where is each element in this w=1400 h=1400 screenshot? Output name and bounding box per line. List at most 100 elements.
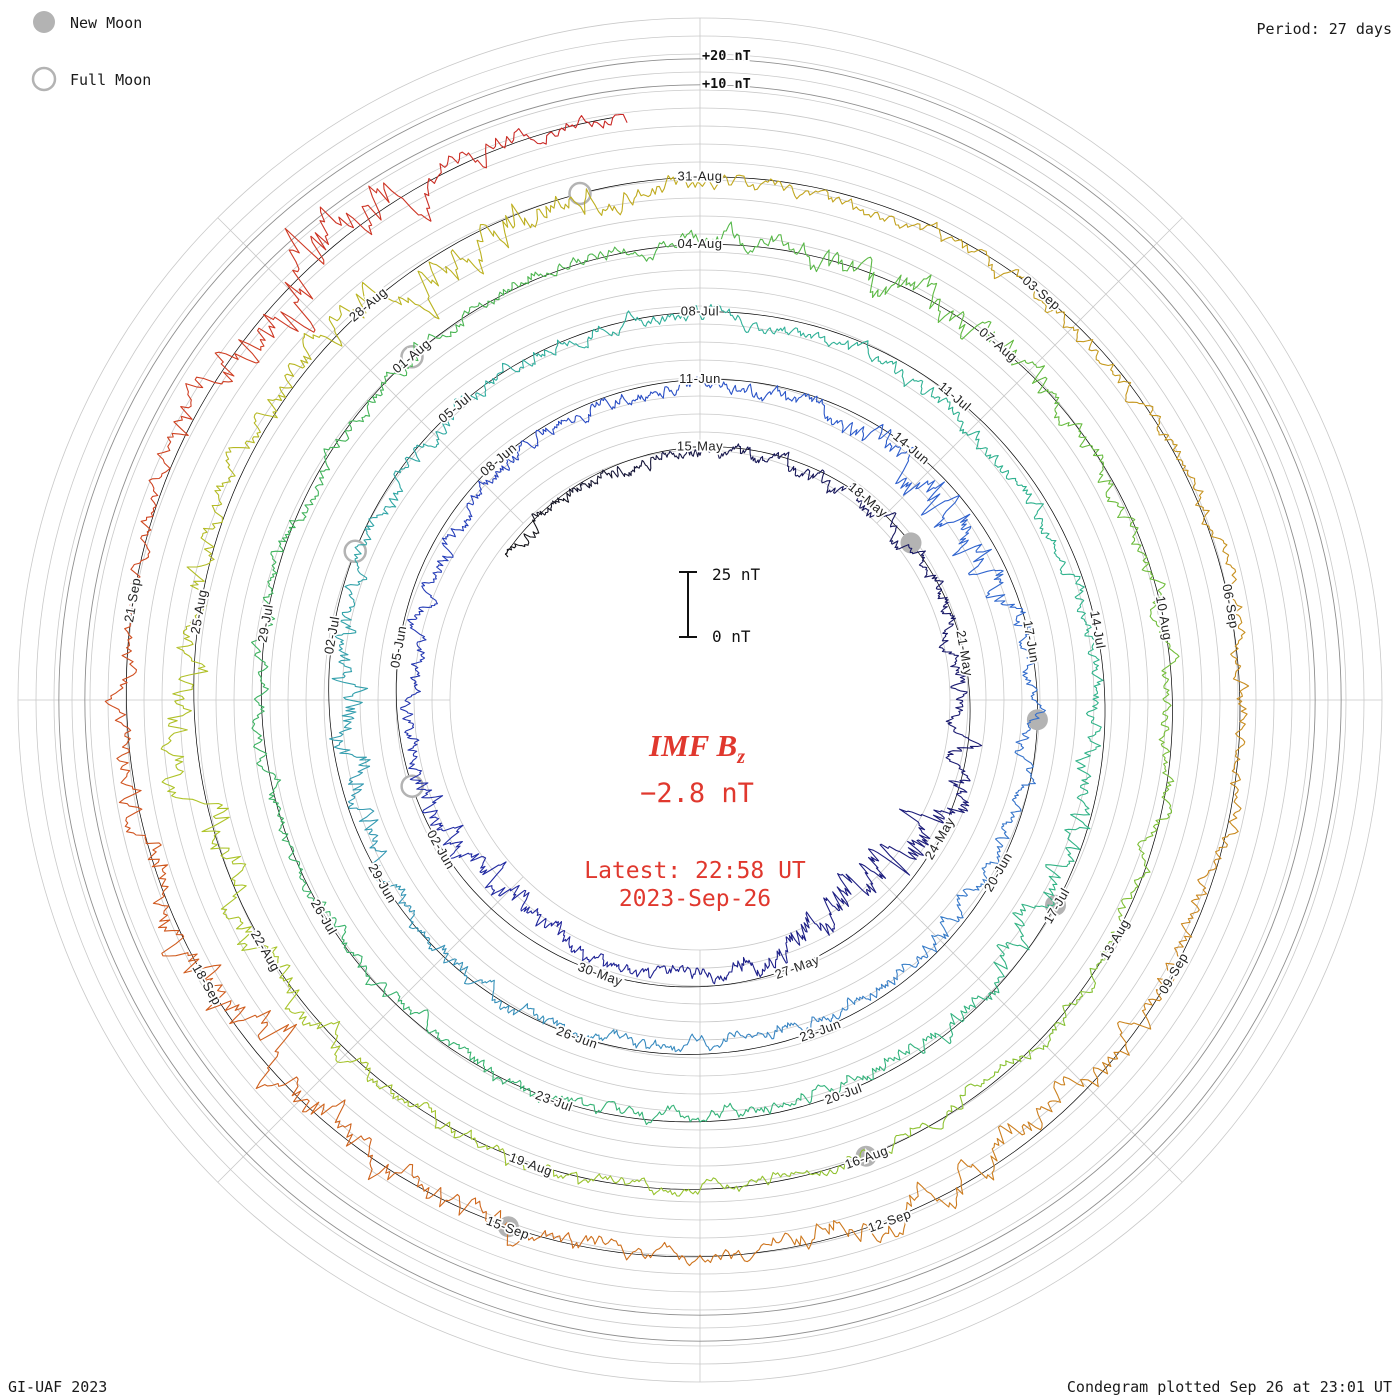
period-label: Period: 27 days bbox=[1257, 20, 1392, 38]
bz-trace-segment bbox=[921, 779, 971, 824]
date-label: 31-Aug bbox=[678, 169, 723, 184]
bz-trace-segment bbox=[1117, 946, 1182, 1030]
bz-trace-segment bbox=[800, 1149, 889, 1177]
date-label: 22-Aug bbox=[248, 928, 283, 974]
center-title-sub: z bbox=[736, 746, 745, 768]
date-label: 29-Jul bbox=[255, 603, 276, 643]
bz-trace-segment bbox=[1130, 816, 1170, 899]
date-label: 13-Aug bbox=[1097, 916, 1132, 962]
scale-bar bbox=[679, 571, 697, 638]
bz-trace-segment bbox=[823, 873, 870, 927]
axis-plus20-label: +20 nT bbox=[702, 48, 751, 64]
bz-trace-segment bbox=[511, 889, 553, 929]
bz-trace-segment bbox=[945, 726, 983, 782]
bz-trace-segment bbox=[407, 608, 427, 664]
legend: New Moon Full Moon bbox=[31, 11, 151, 92]
date-label: 10-Aug bbox=[1153, 595, 1176, 642]
bz-trace-segment bbox=[574, 1097, 651, 1126]
bz-trace-segment bbox=[1097, 479, 1146, 556]
bz-trace-segment bbox=[699, 174, 796, 197]
date-label: 29-Jun bbox=[365, 861, 399, 906]
date-label: 11-Jul bbox=[936, 379, 974, 415]
date-label: 04-Aug bbox=[678, 236, 723, 251]
bz-trace-segment bbox=[585, 1235, 688, 1264]
bz-trace-segment bbox=[738, 1022, 804, 1040]
date-label: 03-Sep bbox=[1020, 273, 1064, 313]
bz-trace-segment bbox=[956, 865, 990, 923]
bz-trace-segment bbox=[491, 983, 550, 1025]
bz-trace-segment bbox=[257, 227, 325, 341]
bz-trace-segment bbox=[339, 270, 440, 320]
bz-trace-segment bbox=[870, 356, 935, 397]
bz-trace-segment bbox=[794, 189, 890, 222]
date-label: 11-Jun bbox=[679, 371, 721, 386]
bz-trace-segment bbox=[788, 465, 831, 494]
date-label: 12-Sep bbox=[866, 1206, 913, 1235]
bz-trace-segment bbox=[288, 448, 331, 525]
bz-trace-segment bbox=[888, 808, 931, 860]
credit-label: GI-UAF 2023 bbox=[8, 1378, 107, 1396]
bz-trace-segment bbox=[416, 395, 470, 448]
bz-trace-segment bbox=[999, 339, 1060, 410]
full-moon-marker bbox=[343, 539, 367, 564]
bz-trace-segment bbox=[448, 1121, 530, 1171]
bz-trace-segment bbox=[888, 215, 982, 254]
date-label: 17-Jun bbox=[1020, 619, 1042, 664]
date-label: 06-Sep bbox=[1219, 583, 1242, 630]
bz-trace-segment bbox=[1160, 639, 1180, 728]
bz-trace-segment bbox=[931, 396, 981, 450]
bz-trace-segment bbox=[952, 519, 1001, 576]
bz-trace-segment bbox=[591, 953, 644, 978]
bz-trace-segment bbox=[531, 491, 571, 522]
bz-trace-segment bbox=[1084, 630, 1104, 705]
bz-trace-segment bbox=[787, 1220, 896, 1250]
bz-trace-segment bbox=[747, 446, 790, 472]
new-moon-marker bbox=[1045, 894, 1066, 916]
bz-trace-segment bbox=[116, 733, 146, 839]
date-label: 23-Jul bbox=[533, 1087, 574, 1114]
bz-trace-segment bbox=[468, 359, 533, 401]
date-label: 27-May bbox=[773, 952, 822, 982]
bz-trace-segment bbox=[606, 174, 701, 216]
bz-trace bbox=[104, 113, 1250, 1267]
center-latest-time: Latest: 22:58 UT bbox=[584, 858, 806, 884]
bz-trace-segment bbox=[621, 1177, 712, 1197]
bz-trace-segment bbox=[251, 602, 276, 686]
bz-trace-segment bbox=[1158, 727, 1175, 818]
center-title: IMF Bz bbox=[648, 728, 745, 768]
bz-trace-segment bbox=[398, 888, 436, 952]
bz-trace-segment bbox=[714, 381, 774, 402]
bz-trace-segment bbox=[328, 384, 385, 451]
new-moon-marker bbox=[1026, 709, 1048, 731]
bz-trace-segment bbox=[675, 1030, 740, 1053]
bz-trace-segment bbox=[448, 281, 515, 338]
bz-trace-segment bbox=[981, 249, 1058, 314]
date-label: 15-May bbox=[677, 439, 723, 454]
bz-trace-segment bbox=[686, 1232, 788, 1267]
bz-trace-segment bbox=[804, 331, 872, 360]
bz-trace-segment bbox=[262, 523, 296, 604]
bz-trace-segment bbox=[1056, 311, 1128, 384]
bz-trace-segment bbox=[803, 997, 861, 1033]
bz-trace-segment bbox=[210, 844, 252, 933]
condegram-plot: 15-May18-May21-May24-May27-May30-May02-J… bbox=[17, 17, 1383, 1383]
bz-trace-segment bbox=[1018, 626, 1037, 689]
bz-trace-segment bbox=[1225, 554, 1246, 657]
bz-trace-segment bbox=[528, 1164, 622, 1185]
bz-trace-segment bbox=[498, 1077, 575, 1103]
bz-trace-segment bbox=[829, 484, 872, 517]
bz-trace-segment bbox=[485, 1209, 587, 1249]
date-label: 14-Jun bbox=[890, 429, 932, 468]
date-label: 08-Jul bbox=[681, 304, 719, 319]
bz-trace-segment bbox=[288, 843, 331, 914]
bz-trace-segment bbox=[979, 447, 1033, 502]
legend-new-moon-label: New Moon bbox=[70, 14, 142, 32]
grid-ref-circle bbox=[84, 84, 1316, 1316]
bz-trace-segment bbox=[1089, 897, 1133, 979]
bz-trace-segment bbox=[908, 544, 944, 582]
date-label: 05-Jul bbox=[435, 390, 474, 426]
bz-trace-segment bbox=[347, 765, 379, 835]
bz-trace-segment bbox=[310, 182, 432, 251]
bz-trace-segment bbox=[1021, 847, 1075, 909]
grid-spoke bbox=[876, 876, 1183, 1183]
